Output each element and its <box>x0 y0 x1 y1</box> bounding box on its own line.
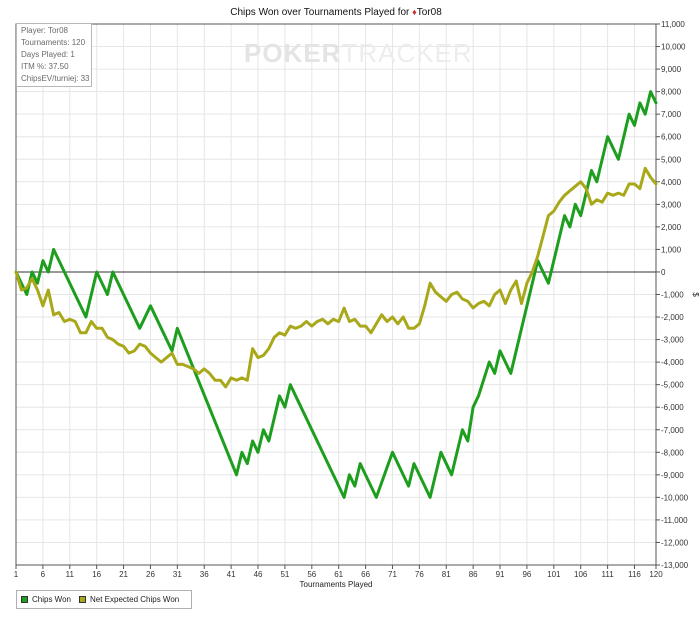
x-tick-label: 36 <box>200 570 209 579</box>
y-tick-label: -9,000 <box>661 471 684 480</box>
x-tick-label: 116 <box>628 570 641 579</box>
watermark-part1: POKER <box>244 38 342 68</box>
x-tick-label: 81 <box>442 570 451 579</box>
x-tick-label: 11 <box>66 570 75 579</box>
x-tick-label: 16 <box>92 570 101 579</box>
y-tick-label: 10,000 <box>661 43 686 52</box>
chart-title: Chips Won over Tournaments Played for ♦T… <box>0 7 672 18</box>
legend-swatch-chips-won <box>21 596 28 603</box>
info-player: Player: Tor08 <box>21 26 68 35</box>
x-tick-label: 91 <box>496 570 505 579</box>
y-tick-label: -7,000 <box>661 426 684 435</box>
y-tick-label: 9,000 <box>661 65 682 74</box>
chart-title-player: Tor08 <box>416 7 442 18</box>
y-axis-title: $ <box>691 292 700 297</box>
y-tick-label: 6,000 <box>661 133 682 142</box>
y-tick-label: -11,000 <box>661 516 688 525</box>
x-tick-label: 120 <box>649 570 663 579</box>
x-tick-label: 31 <box>173 570 182 579</box>
x-tick-label: 66 <box>361 570 370 579</box>
y-tick-label: -2,000 <box>661 313 684 322</box>
y-tick-label: -10,000 <box>661 493 689 502</box>
player-info-box: Player: Tor08 Tournaments: 120 Days Play… <box>16 23 92 87</box>
info-itm: ITM %: 37.50 <box>21 62 69 71</box>
x-tick-label: 1 <box>14 570 19 579</box>
x-tick-label: 21 <box>119 570 128 579</box>
y-tick-label: 0 <box>661 268 666 277</box>
x-tick-label: 96 <box>522 570 531 579</box>
y-tick-label: -4,000 <box>661 358 684 367</box>
x-tick-label: 61 <box>334 570 343 579</box>
watermark-part2: TRACKER <box>341 38 473 68</box>
y-tick-label: 7,000 <box>661 110 682 119</box>
legend-label-chips-won: Chips Won <box>32 595 71 604</box>
x-tick-label: 111 <box>602 570 615 579</box>
legend-item-net-expected: Net Expected Chips Won <box>78 595 180 604</box>
x-tick-label: 6 <box>41 570 46 579</box>
info-days-played: Days Played: 1 <box>21 50 75 59</box>
y-tick-label: -5,000 <box>661 381 684 390</box>
info-tournaments: Tournaments: 120 <box>21 38 86 47</box>
y-tick-label: 8,000 <box>661 88 682 97</box>
legend-swatch-net-expected <box>78 596 86 603</box>
y-tick-label: 5,000 <box>661 155 682 164</box>
x-axis-title: Tournaments Played <box>300 580 373 589</box>
x-tick-label: 46 <box>254 570 263 579</box>
y-tick-label: 1,000 <box>661 245 682 254</box>
y-tick-label: 11,000 <box>661 20 685 29</box>
y-tick-label: 2,000 <box>661 223 682 232</box>
x-tick-label: 101 <box>547 570 561 579</box>
y-tick-label: -8,000 <box>661 448 684 457</box>
x-tick-label: 51 <box>280 570 289 579</box>
y-tick-label: -6,000 <box>661 403 684 412</box>
x-tick-label: 26 <box>146 570 155 579</box>
watermark-logo: POKERTRACKER <box>244 38 473 69</box>
x-tick-label: 106 <box>574 570 588 579</box>
player-icon: ♦ <box>412 7 417 17</box>
x-tick-label: 76 <box>415 570 424 579</box>
info-chips-ev: ChipsEV/turniej: 33 <box>21 74 90 83</box>
y-tick-label: -13,000 <box>661 561 689 570</box>
y-tick-label: -1,000 <box>661 291 684 300</box>
y-tick-label: 3,000 <box>661 200 682 209</box>
legend-item-chips-won: Chips Won <box>21 595 71 604</box>
chart-legend: Chips Won Net Expected Chips Won <box>16 590 193 609</box>
legend-label-net-expected: Net Expected Chips Won <box>89 595 180 604</box>
x-tick-label: 71 <box>388 570 397 579</box>
chart-title-text: Chips Won over Tournaments Played for <box>230 7 410 18</box>
x-tick-label: 56 <box>307 570 316 579</box>
series-line-chips-won <box>14 90 658 499</box>
y-tick-label: -12,000 <box>661 538 689 547</box>
x-tick-label: 86 <box>469 570 478 579</box>
y-tick-label: -3,000 <box>661 336 684 345</box>
series-line-net-expected <box>14 166 658 389</box>
x-tick-label: 41 <box>227 570 236 579</box>
y-tick-label: 4,000 <box>661 178 682 187</box>
